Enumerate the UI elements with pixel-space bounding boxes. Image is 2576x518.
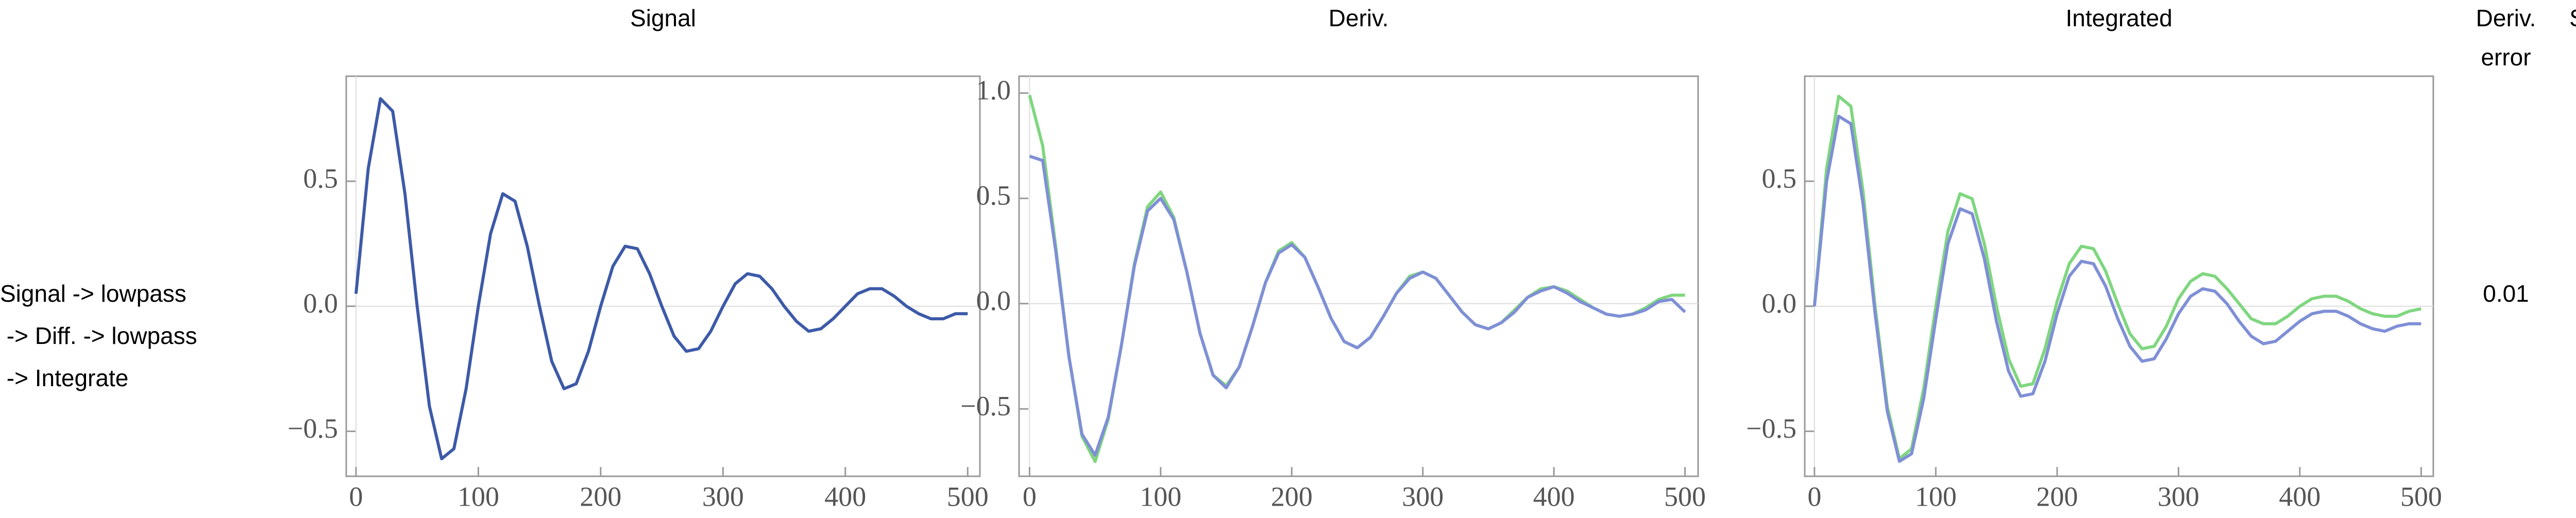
series-line (1812, 114, 2421, 463)
x-tick-label: 400 (824, 481, 866, 512)
x-tick-label: 300 (702, 481, 744, 512)
x-tick-label: 400 (2279, 481, 2320, 512)
y-tick-label: 1.0 (976, 75, 1011, 106)
x-tick-label: 100 (1140, 481, 1181, 512)
row-label: -> Integrate (0, 365, 128, 391)
y-tick-label: 0.0 (1762, 288, 1797, 319)
x-tick-label: 300 (1402, 481, 1444, 512)
y-tick-label: 0.5 (303, 163, 338, 194)
x-tick-label: 100 (457, 481, 499, 512)
row-label: -> Diff. -> lowpass (0, 322, 197, 349)
y-tick-label: −0.5 (1746, 413, 1797, 444)
x-tick-label: 0 (1023, 481, 1037, 512)
plot-frame (345, 75, 981, 477)
x-tick-label: 0 (349, 481, 363, 512)
series-line (354, 97, 968, 460)
x-tick-label: 500 (2400, 481, 2442, 512)
series-line (1812, 94, 2422, 460)
chart-title: Integrated (2065, 5, 2172, 31)
y-tick-label: 0.0 (976, 285, 1011, 316)
column-header: Deriv. (2476, 5, 2536, 31)
chart-title: Signal (630, 5, 696, 31)
plot-frame (1018, 75, 1699, 477)
x-tick-label: 500 (947, 481, 989, 512)
x-tick-label: 200 (2036, 481, 2078, 512)
x-tick-label: 200 (1271, 481, 1313, 512)
y-tick-label: −0.5 (960, 391, 1011, 422)
x-tick-label: 300 (2158, 481, 2199, 512)
y-tick-label: −0.5 (287, 413, 338, 444)
column-header: Signal (2569, 5, 2576, 31)
row-label: Signal -> lowpass (0, 280, 187, 307)
x-tick-label: 200 (580, 481, 621, 512)
series-line (1028, 95, 1685, 463)
series-line (1029, 154, 1686, 457)
x-tick-label: 0 (1807, 481, 1821, 512)
plot-frame (1804, 75, 2434, 477)
x-tick-label: 400 (1533, 481, 1575, 512)
chart-title: Deriv. (1329, 5, 1389, 31)
y-tick-label: 0.5 (976, 180, 1011, 211)
column-header: error (2481, 44, 2531, 71)
x-tick-label: 100 (1915, 481, 1957, 512)
y-tick-label: 0.5 (1762, 163, 1797, 194)
x-tick-label: 500 (1664, 481, 1706, 512)
y-tick-label: 0.0 (303, 288, 338, 319)
error-value: 0.01 (2483, 280, 2529, 307)
